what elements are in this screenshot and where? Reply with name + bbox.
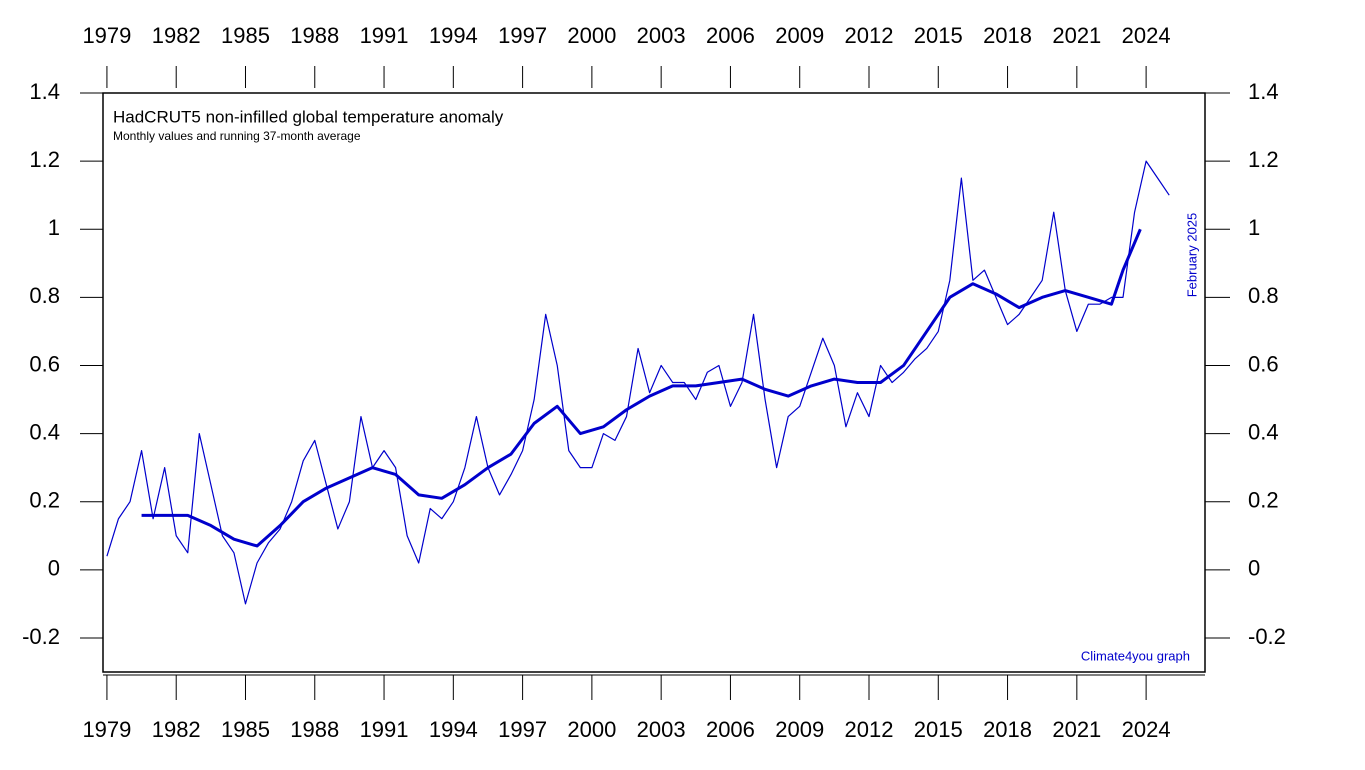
x-tick-label-top: 2012: [845, 23, 894, 48]
credit: Climate4you graph: [1081, 648, 1190, 663]
y-tick-label: 0: [48, 556, 60, 581]
x-tick-label: 1997: [498, 717, 547, 742]
y-tick-label-right: 0: [1248, 556, 1260, 581]
y-tick-label-right: 1.2: [1248, 147, 1279, 172]
x-tick-label: 1985: [221, 717, 270, 742]
x-tick-label: 2018: [983, 717, 1032, 742]
x-tick-label: 2009: [775, 717, 824, 742]
y-tick-label-right: 0.8: [1248, 283, 1279, 308]
x-tick-label-top: 2009: [775, 23, 824, 48]
x-tick-label: 1982: [152, 717, 201, 742]
x-tick-label-top: 1985: [221, 23, 270, 48]
plot-frame: [102, 92, 1206, 673]
y-tick-label: 0.6: [29, 351, 60, 376]
chart-title: HadCRUT5 non-infilled global temperature…: [113, 107, 504, 126]
y-tick-label: 0.8: [29, 283, 60, 308]
x-tick-label-top: 1979: [82, 23, 131, 48]
x-tick-label: 2024: [1122, 717, 1171, 742]
chart-subtitle: Monthly values and running 37-month aver…: [113, 129, 361, 143]
x-tick-label-top: 2006: [706, 23, 755, 48]
y-tick-label: -0.2: [22, 624, 60, 649]
y-tick-label-right: 1.4: [1248, 79, 1279, 104]
y-tick-label-right: 0.4: [1248, 419, 1279, 444]
date-note: February 2025: [1184, 213, 1199, 298]
x-tick-label-top: 1988: [290, 23, 339, 48]
y-tick-label-right: 0.6: [1248, 351, 1279, 376]
y-tick-label-right: -0.2: [1248, 624, 1286, 649]
y-tick-label-right: 0.2: [1248, 488, 1279, 513]
x-tick-label: 1988: [290, 717, 339, 742]
y-tick-label: 0.2: [29, 488, 60, 513]
y-tick-label: 1.2: [29, 147, 60, 172]
x-tick-label-top: 1991: [360, 23, 409, 48]
x-tick-label: 1991: [360, 717, 409, 742]
y-tick-label-right: 1: [1248, 215, 1260, 240]
y-tick-label: 1: [48, 215, 60, 240]
x-tick-label: 2000: [567, 717, 616, 742]
x-tick-label: 2012: [845, 717, 894, 742]
x-tick-label-top: 2000: [567, 23, 616, 48]
x-tick-label-top: 2024: [1122, 23, 1171, 48]
x-tick-label-top: 2003: [637, 23, 686, 48]
x-tick-label-top: 1982: [152, 23, 201, 48]
x-tick-label: 2003: [637, 717, 686, 742]
x-tick-label-top: 2018: [983, 23, 1032, 48]
x-tick-label-top: 1994: [429, 23, 478, 48]
x-tick-label: 2006: [706, 717, 755, 742]
data-line: [141, 228, 1142, 548]
x-tick-label: 2021: [1052, 717, 1101, 742]
x-tick-label: 2015: [914, 717, 963, 742]
y-tick-label: 1.4: [29, 79, 60, 104]
x-tick-label-top: 2015: [914, 23, 963, 48]
x-tick-label-top: 1997: [498, 23, 547, 48]
x-tick-label-top: 2021: [1052, 23, 1101, 48]
x-tick-label: 1994: [429, 717, 478, 742]
y-tick-label: 0.4: [29, 419, 60, 444]
x-tick-label: 1979: [82, 717, 131, 742]
